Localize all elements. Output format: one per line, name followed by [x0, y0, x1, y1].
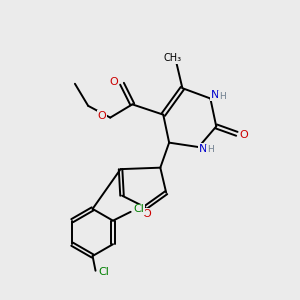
Text: Cl: Cl: [98, 267, 109, 277]
Text: O: O: [98, 111, 106, 121]
Text: N: N: [211, 90, 219, 100]
Text: O: O: [110, 77, 118, 87]
Text: Cl: Cl: [134, 205, 144, 214]
Text: O: O: [143, 209, 152, 219]
Text: CH₃: CH₃: [163, 53, 181, 63]
Text: N: N: [199, 143, 207, 154]
Text: O: O: [240, 130, 249, 140]
Text: H: H: [207, 146, 214, 154]
Text: H: H: [219, 92, 226, 101]
